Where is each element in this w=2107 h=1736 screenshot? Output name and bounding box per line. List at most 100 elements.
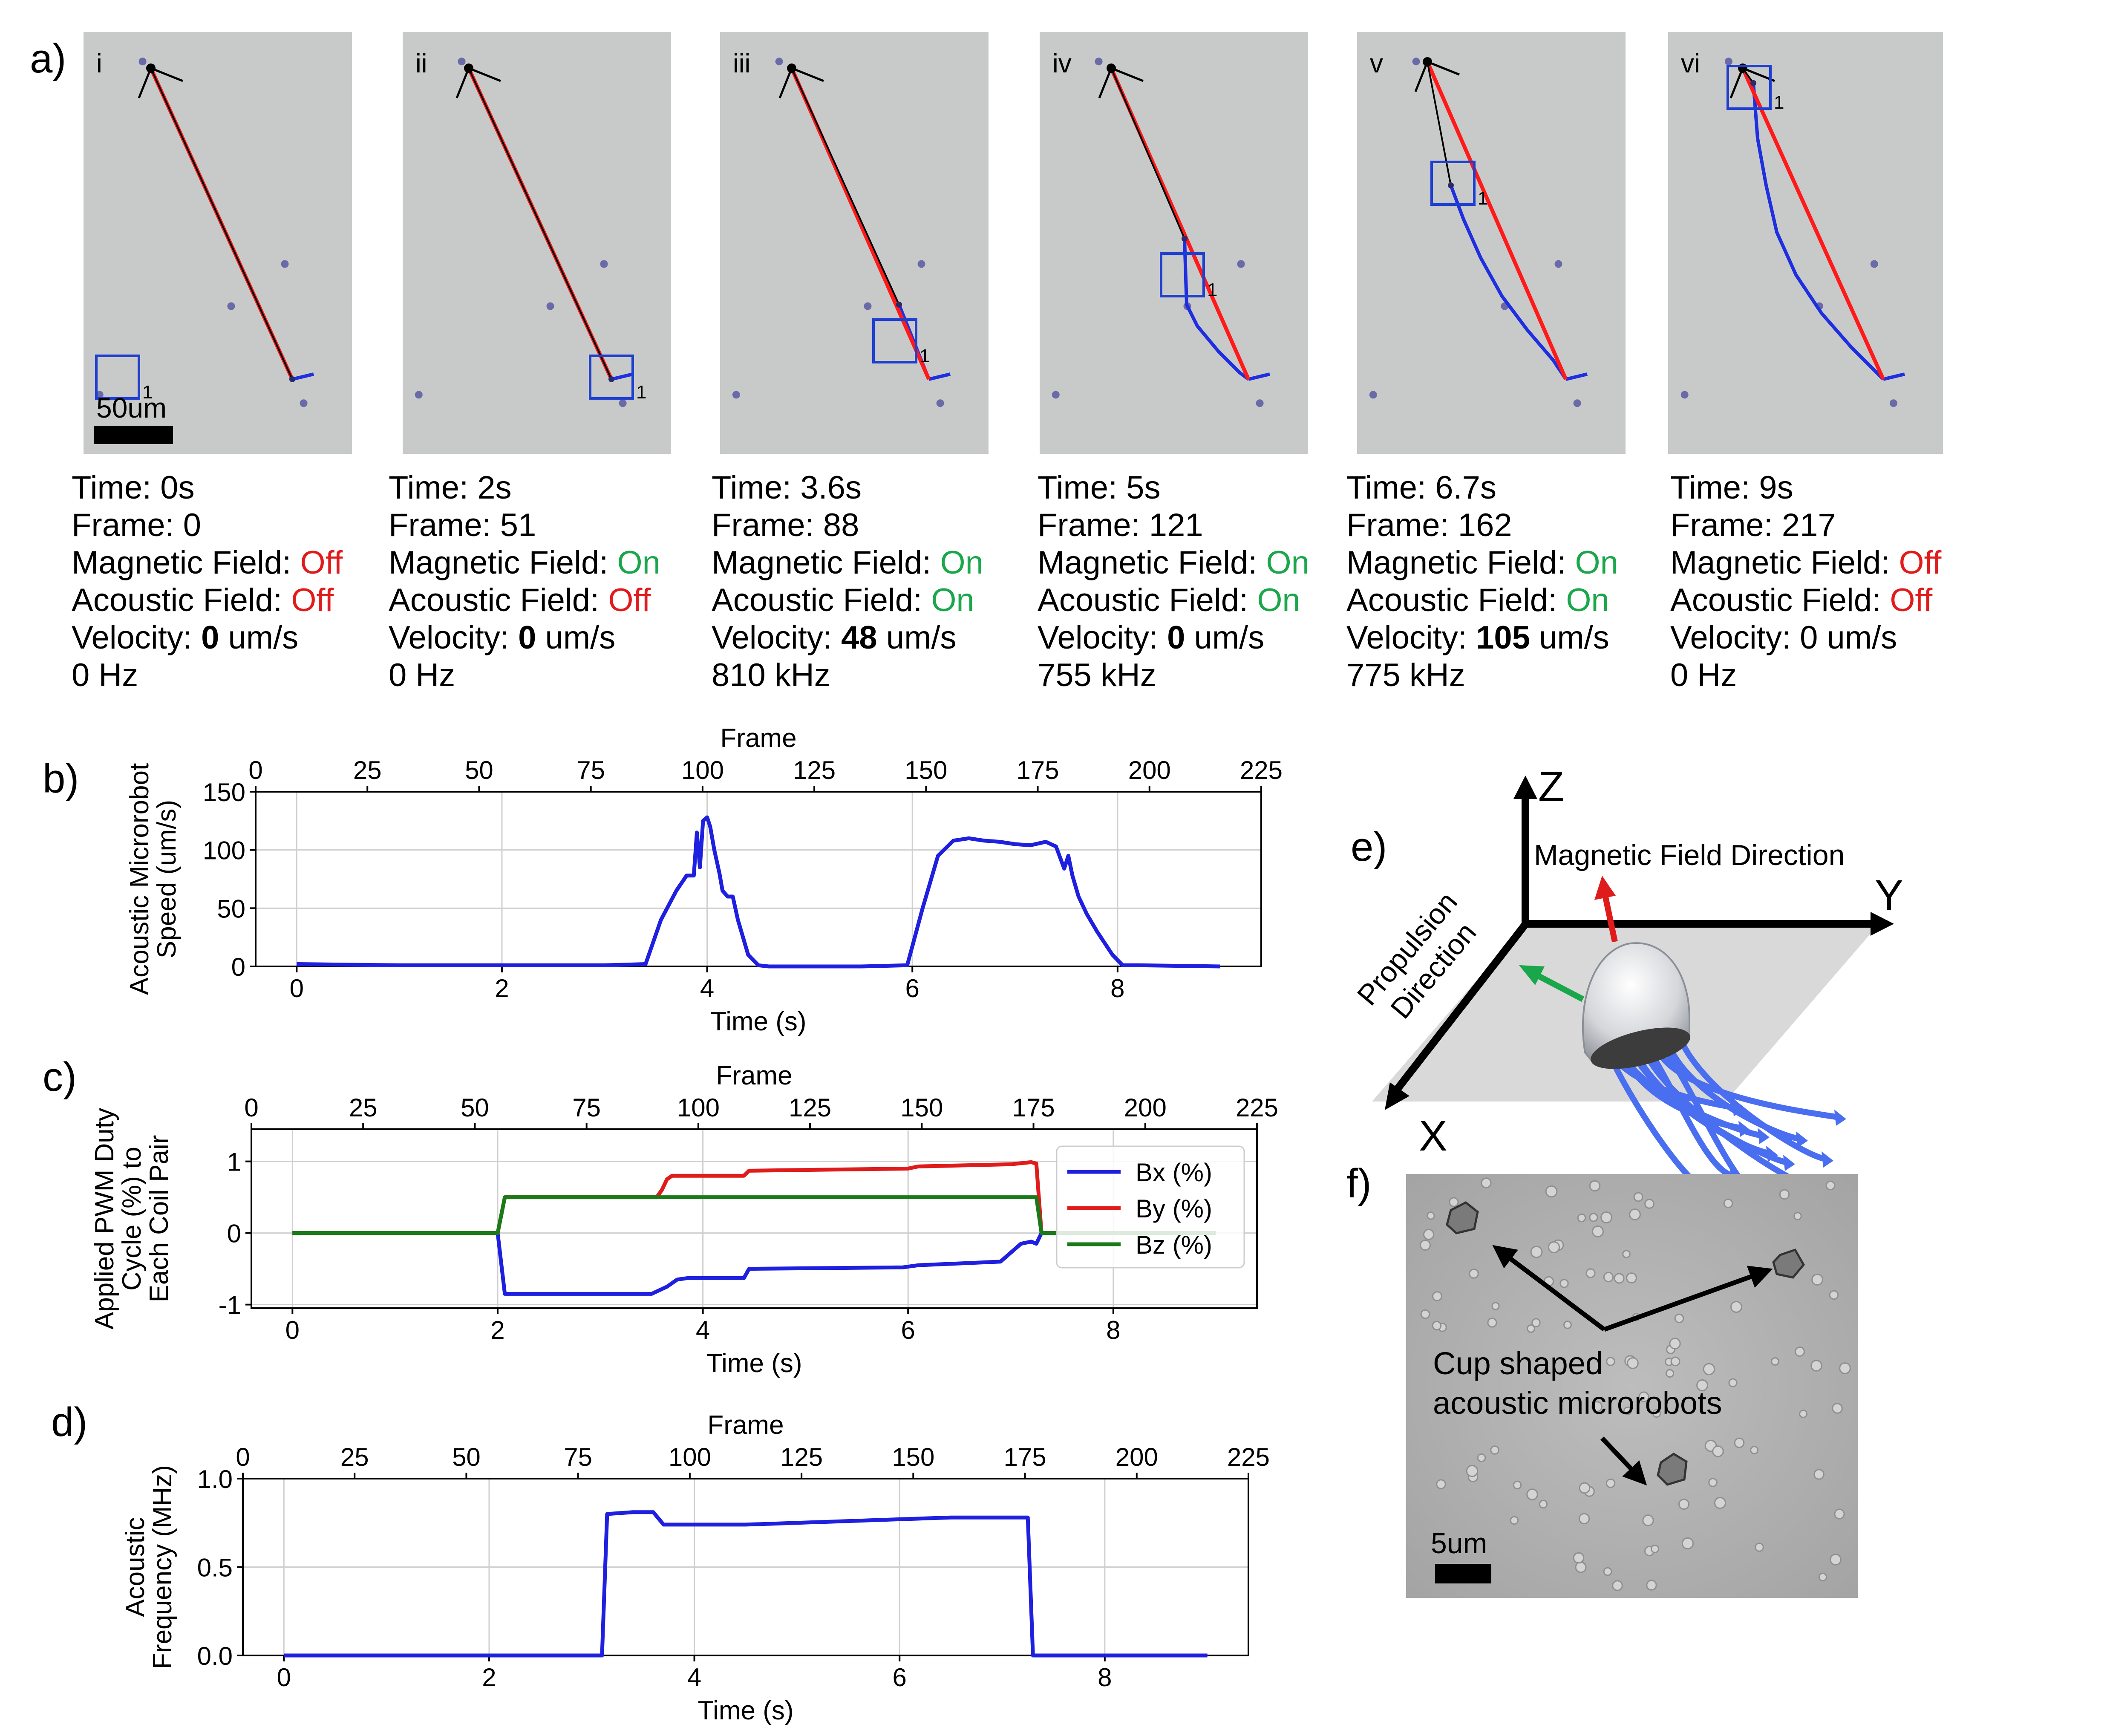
debris-speck [546, 302, 554, 310]
bead [1830, 1554, 1842, 1566]
bead [1703, 1363, 1715, 1376]
debris-speck [600, 260, 608, 268]
bead [1708, 1478, 1718, 1487]
caption-frame: Frame: 51 [389, 507, 536, 543]
tracking-box [95, 355, 140, 400]
top-tick-label: 125 [793, 756, 836, 784]
path-tail [1565, 372, 1588, 381]
scale-bar-label: 50um [96, 392, 167, 424]
tracking-box [589, 355, 634, 400]
bead [1622, 1250, 1631, 1258]
bead [1420, 1240, 1431, 1251]
microrobot-particle [1446, 1201, 1479, 1234]
debris-speck [95, 391, 104, 399]
microrobot-dot [1750, 80, 1756, 86]
bead [1563, 1321, 1572, 1329]
panel-d-label: d) [51, 1399, 87, 1445]
legend: Bx (%) By (%) Bz (%) [1056, 1145, 1245, 1269]
caption-velocity: Velocity: 0 um/s [72, 620, 298, 656]
top-tick-label: 0 [248, 756, 262, 784]
flagellum-tip [1758, 1128, 1770, 1144]
caption-velocity: Velocity: 48 um/s [712, 620, 957, 656]
bead [1633, 1192, 1643, 1202]
bead [1427, 1211, 1435, 1220]
actual-path [1752, 83, 1885, 381]
bead [1829, 1290, 1839, 1300]
y-tick-label: 100 [203, 836, 245, 865]
bead [1573, 1552, 1585, 1564]
y-axis-label: Speed (um/s) [152, 800, 182, 958]
frame-numeral: ii [415, 49, 427, 78]
microrobot-dot [896, 302, 902, 308]
debris-speck [1554, 260, 1562, 268]
z-arrowhead [1513, 776, 1537, 799]
bead [1818, 1572, 1827, 1582]
bead [1644, 1199, 1654, 1209]
caption-time: Time: 6.7s [1346, 470, 1496, 506]
caption-magnetic: Magnetic Field: Off [1670, 545, 1942, 581]
caption-frequency: 775 kHz [1346, 657, 1465, 693]
bead [1559, 1279, 1569, 1288]
top-tick-label: 0 [236, 1443, 250, 1471]
x-arrowhead [1385, 1082, 1409, 1110]
top-tick-label: 25 [353, 756, 382, 784]
bead [1432, 1321, 1442, 1331]
bead [1825, 1180, 1836, 1191]
bead [1681, 1537, 1694, 1550]
plot-frame [255, 791, 1262, 967]
x-axis-label: Time (s) [711, 1007, 807, 1036]
top-tick-label: 150 [900, 1093, 943, 1122]
propulsion-arrowhead [1519, 965, 1545, 985]
panel-a-label: a) [30, 36, 66, 81]
bead [1603, 1567, 1612, 1576]
flagellum-tip [1783, 1155, 1795, 1171]
planned-trajectory [1425, 61, 1568, 380]
panel-c-label: c) [43, 1054, 77, 1100]
caption-frequency: 0 Hz [72, 657, 138, 693]
bead [1614, 1273, 1625, 1284]
bead [1678, 1499, 1689, 1510]
bead [1750, 1446, 1758, 1454]
bead [1481, 1177, 1492, 1188]
bead [1627, 1357, 1639, 1369]
caption-frame: Frame: 121 [1038, 507, 1203, 543]
bead [1548, 1241, 1560, 1254]
debris-speck [864, 302, 872, 310]
x-tick-label: 8 [1098, 1663, 1112, 1692]
bead [1589, 1180, 1601, 1192]
bead [1575, 1561, 1587, 1573]
bead [1665, 1369, 1675, 1378]
top-axis-label: Frame [716, 1061, 792, 1090]
track-id: 1 [1478, 188, 1488, 209]
bead [1577, 1213, 1586, 1223]
bead [1810, 1360, 1822, 1372]
caption-velocity: Velocity: 0 um/s [389, 620, 615, 656]
caption-time: Time: 3.6s [712, 470, 862, 506]
y-tick-label: 50 [217, 894, 245, 923]
debris-speck [1573, 399, 1581, 407]
microscope-frame [84, 32, 352, 454]
actual-path [1183, 238, 1250, 381]
frame-numeral: iii [733, 49, 750, 78]
microscope-frame [1357, 32, 1626, 454]
bead [1605, 1478, 1616, 1488]
caption-acoustic: Acoustic Field: On [1346, 582, 1609, 618]
propulsion-arrow [1536, 973, 1585, 1002]
y-tick-label: -1 [219, 1291, 241, 1320]
microrobot-cup-rim [1591, 1027, 1690, 1069]
flagellum-tip [1834, 1110, 1846, 1126]
bead [1670, 1356, 1680, 1367]
y-tick-label: 1 [227, 1148, 241, 1177]
bead [1432, 1291, 1442, 1301]
top-tick-label: 50 [452, 1443, 481, 1471]
top-tick-label: 75 [576, 756, 605, 784]
track-id: 1 [1207, 280, 1217, 300]
caption-acoustic: Acoustic Field: Off [1670, 582, 1933, 618]
bead [1490, 1445, 1499, 1455]
target-arm [778, 68, 793, 98]
tracking-box [1160, 252, 1205, 297]
panel-e-label: e) [1351, 824, 1387, 870]
